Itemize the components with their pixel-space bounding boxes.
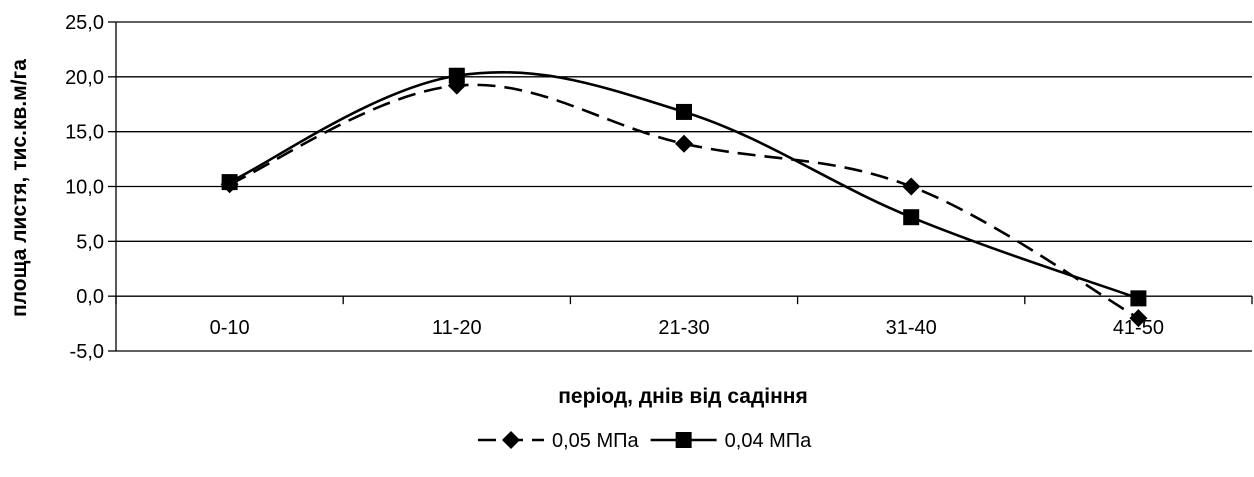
square-marker xyxy=(221,174,238,191)
y-tick-label: 15,0 xyxy=(65,122,104,144)
y-tick-label: 0,0 xyxy=(76,286,104,308)
square-marker xyxy=(448,67,465,84)
x-tick-label: 11-20 xyxy=(432,317,482,339)
square-marker xyxy=(1130,290,1147,307)
legend-label: 0,05 МПа xyxy=(552,430,640,452)
diamond-marker xyxy=(675,134,693,153)
series-line xyxy=(229,83,1140,320)
legend-label: 0,04 МПа xyxy=(725,430,813,452)
legend-item: 0,05 МПа xyxy=(478,430,640,452)
y-axis-title: площа листя, тис.кв.м/га xyxy=(8,59,31,317)
grid-lines xyxy=(108,21,1252,352)
square-marker xyxy=(676,103,692,120)
y-tick-label: -5,0 xyxy=(70,341,104,363)
x-axis-tick-labels: 0-10 11-20 21-30 31-40 41-50 xyxy=(210,317,1164,339)
x-tick-label: 31-40 xyxy=(886,317,937,339)
square-marker xyxy=(903,209,920,226)
y-tick-label: 10,0 xyxy=(65,177,104,199)
legend: 0,05 МПа 0,04 МПа xyxy=(478,430,812,452)
legend-square-marker xyxy=(675,432,692,448)
axes xyxy=(115,22,1253,351)
series-2 xyxy=(221,67,1147,307)
diamond-marker xyxy=(902,177,921,196)
x-tick-label: 0-10 xyxy=(210,317,250,339)
y-tick-label: 25,0 xyxy=(65,12,104,34)
x-axis-title: період, днів від садіння xyxy=(558,385,807,408)
series-group xyxy=(220,67,1148,328)
y-axis-tick-labels: -5,0 0,0 5,0 10,0 15,0 20,0 25,0 xyxy=(65,12,104,363)
x-tick-label: 21-30 xyxy=(658,317,709,339)
diamond-marker xyxy=(1129,309,1148,328)
legend-diamond-marker xyxy=(502,431,520,449)
y-tick-label: 20,0 xyxy=(65,67,104,89)
x-tick-label: 41-50 xyxy=(1113,317,1164,339)
y-tick-label: 5,0 xyxy=(76,231,104,253)
legend-item: 0,04 МПа xyxy=(650,430,813,452)
